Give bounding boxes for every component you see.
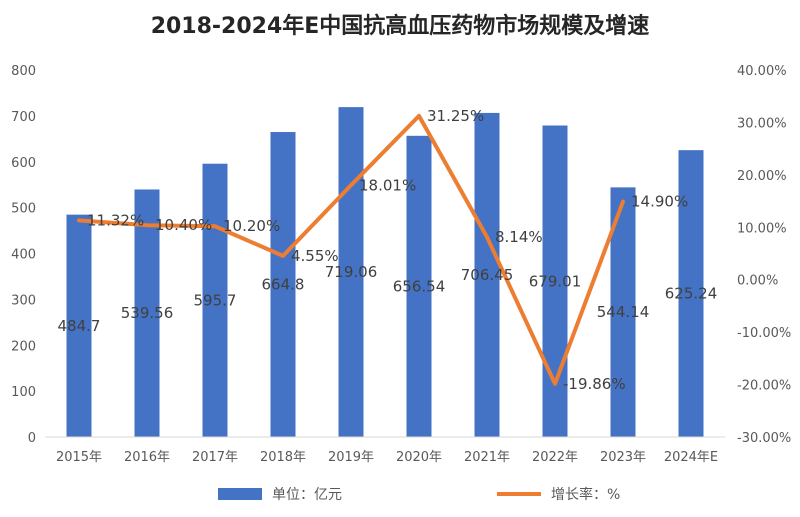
y-left-tick-label: 700 xyxy=(11,110,36,125)
y-right-tick-label: 20.00% xyxy=(737,169,787,184)
line-value-label: 10.20% xyxy=(223,217,280,235)
x-tick-label: 2015年 xyxy=(56,450,102,465)
y-right-tick-label: 0.00% xyxy=(737,274,778,289)
x-tick-label: 2017年 xyxy=(192,450,238,465)
line-value-label: 10.40% xyxy=(155,216,212,234)
bar-9 xyxy=(678,150,704,437)
x-tick-label: 2023年 xyxy=(600,450,646,465)
bar-value-label: 625.24 xyxy=(665,285,718,303)
x-tick-label: 2019年 xyxy=(328,450,374,465)
x-tick-label: 2022年 xyxy=(532,450,578,465)
bar-4 xyxy=(338,107,364,437)
line-value-label: 8.14% xyxy=(495,228,543,246)
y-right-tick-label: -30.00% xyxy=(737,431,791,446)
line-value-label: -19.86% xyxy=(563,375,626,393)
y-left-tick-label: 100 xyxy=(11,385,36,400)
bar-value-label: 544.14 xyxy=(597,303,650,321)
line-value-label: 31.25% xyxy=(427,107,484,125)
x-tick-label: 2018年 xyxy=(260,450,306,465)
x-tick-label: 2020年 xyxy=(396,450,442,465)
bar-0 xyxy=(66,214,92,437)
x-tick-label: 2024年E xyxy=(664,450,718,465)
y-right-tick-label: 10.00% xyxy=(737,221,787,236)
legend-swatch-bar xyxy=(218,488,262,500)
y-left-tick-label: 300 xyxy=(11,293,36,308)
bar-2 xyxy=(202,163,228,437)
bar-value-label: 706.45 xyxy=(461,266,514,284)
line-value-label: 11.32% xyxy=(87,211,144,229)
legend-label-bar: 单位：亿元 xyxy=(272,487,342,503)
y-left-tick-label: 600 xyxy=(11,156,36,171)
y-left-tick-label: 0 xyxy=(28,431,36,446)
y-left-tick-label: 200 xyxy=(11,339,36,354)
x-tick-label: 2016年 xyxy=(124,450,170,465)
bar-value-label: 719.06 xyxy=(325,263,378,281)
y-left-tick-label: 800 xyxy=(11,64,36,79)
legend-label-line: 增长率：% xyxy=(551,486,620,503)
bar-value-label: 595.7 xyxy=(194,291,237,309)
bar-value-label: 664.8 xyxy=(262,276,305,294)
bar-value-label: 679.01 xyxy=(529,272,582,290)
bar-6 xyxy=(474,112,500,437)
bar-value-label: 656.54 xyxy=(393,277,446,295)
y-left-tick-label: 400 xyxy=(11,248,36,263)
bar-1 xyxy=(134,189,160,437)
y-right-tick-label: -10.00% xyxy=(737,326,791,341)
y-right-tick-label: 30.00% xyxy=(737,116,787,131)
bar-5 xyxy=(406,135,432,438)
chart-title: 2018-2024年E中国抗高血压药物市场规模及增速 xyxy=(151,13,650,39)
line-value-label: 18.01% xyxy=(359,176,416,194)
growth-rate-line xyxy=(77,113,625,386)
bar-3 xyxy=(270,132,296,437)
y-left-tick-label: 500 xyxy=(11,202,36,217)
bar-value-label: 539.56 xyxy=(121,304,174,322)
x-tick-label: 2021年 xyxy=(464,450,510,465)
line-value-label: 4.55% xyxy=(291,247,339,265)
y-right-tick-label: 40.00% xyxy=(737,64,787,79)
bar-value-label: 484.7 xyxy=(58,317,101,335)
line-value-label: 14.90% xyxy=(631,193,688,211)
y-right-tick-label: -20.00% xyxy=(737,379,791,394)
